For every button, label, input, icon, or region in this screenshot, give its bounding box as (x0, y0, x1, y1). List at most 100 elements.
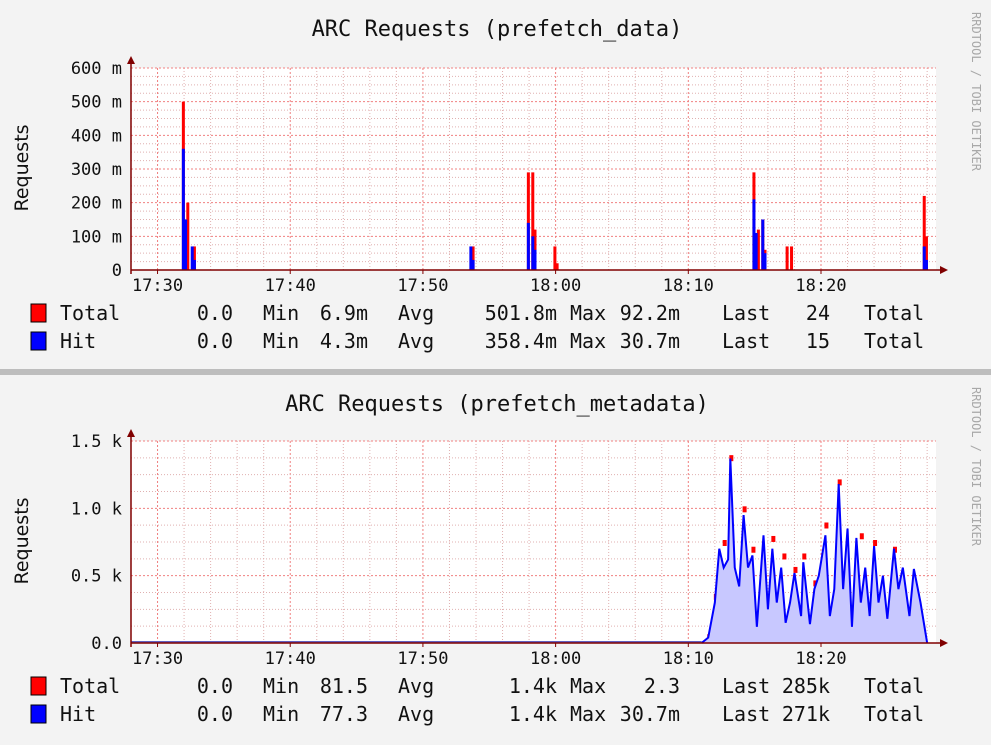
total-swatch (30, 303, 47, 323)
chart-prefetch-data: ARC Requests (prefetch_data) Requests RR… (11, 12, 983, 353)
x-axis-arrow (940, 266, 948, 274)
legend-cell: 271k (782, 702, 830, 726)
y-axis-label: Requests (11, 497, 33, 584)
y-tick-label: 0.0 (91, 634, 122, 654)
total-peak (782, 553, 787, 560)
total-peak (793, 566, 798, 573)
x-tick-label: 17:40 (265, 649, 316, 669)
x-tick-label: 17:40 (265, 276, 316, 296)
total-bar (531, 172, 535, 270)
legend-cell: 1.4k (509, 674, 557, 698)
legend-cell: Max (570, 702, 606, 726)
y-tick-label: 400 m (71, 126, 122, 146)
x-axis-arrow (940, 639, 948, 647)
total-bar (192, 246, 196, 270)
y-tick-label: 600 m (71, 59, 122, 79)
legend-cell: 30.7m (620, 329, 680, 353)
chart-title: ARC Requests (prefetch_metadata) (285, 392, 709, 417)
total-bar (555, 263, 559, 270)
total-peak (837, 479, 842, 486)
hit-bar (192, 259, 196, 270)
legend-cell: 358.4m (485, 329, 557, 353)
hit-bar (526, 222, 530, 270)
y-tick-label: 100 m (71, 227, 122, 247)
total-bar (471, 246, 475, 270)
x-tick-label: 18:00 (530, 276, 581, 296)
hit-area (701, 458, 928, 643)
y-tick-label: 200 m (71, 194, 122, 214)
y-tick-labels: 0.0 0.5 k 1.0 k 1.5 k (71, 432, 122, 654)
legend-cell: Last (722, 674, 770, 698)
legend-cell: 0.0 (197, 702, 233, 726)
axes (127, 429, 948, 647)
y-tick-label: 1.5 k (71, 432, 122, 452)
hit-bar (533, 249, 537, 270)
legend-cell: Avg (398, 329, 434, 353)
hit-bar (181, 148, 185, 270)
legend-cell: 2.3 (644, 674, 680, 698)
legend-cell: 501.8m (485, 301, 557, 325)
axes (127, 56, 948, 274)
total-bar (186, 202, 190, 270)
hit-line (700, 458, 929, 644)
y-tick-label: 1.0 k (71, 499, 122, 519)
legend-cell: Total (60, 674, 120, 698)
x-tick-label: 17:50 (397, 649, 448, 669)
legend-cell: Max (570, 301, 606, 325)
hit-bar (763, 253, 767, 270)
legend-cell: 0.0 (197, 674, 233, 698)
legend-cell: Max (570, 329, 606, 353)
y-axis-arrow (127, 56, 135, 64)
legend-cell: 81.5 (320, 674, 368, 698)
total-peak (859, 533, 864, 540)
legend-cell: 6.9m (320, 301, 368, 325)
legend: Total 0.0 Min 81.5 Avg 1.4k Max 2.3 Last 285k Tota… (30, 674, 924, 726)
legend-cell: Hit (60, 329, 96, 353)
series-layer (181, 101, 928, 271)
x-tick-label: 17:30 (132, 276, 183, 296)
hit-bar (184, 219, 188, 270)
legend-cell: Total (864, 329, 924, 353)
total-peak (873, 540, 878, 546)
x-tick-label: 17:30 (132, 649, 183, 669)
x-tick-labels: 17:30 17:40 17:50 18:00 18:10 18:20 (132, 649, 847, 669)
chart-title: ARC Requests (prefetch_data) (312, 17, 683, 42)
total-peak (722, 540, 727, 546)
hit-bar (924, 259, 928, 270)
total-bar (756, 229, 760, 270)
legend-cell: Last (722, 329, 770, 353)
total-peak (771, 535, 776, 542)
total-bar (526, 172, 530, 270)
legend-cell: 15 (806, 329, 830, 353)
total-bar (553, 246, 557, 270)
total-bar (922, 195, 926, 270)
legend-cell: 0.0 (197, 301, 233, 325)
total-swatch (30, 676, 47, 696)
total-bar (924, 236, 928, 270)
legend-cell: Min (263, 301, 299, 325)
x-tick-label: 17:50 (397, 276, 448, 296)
hit-bar (754, 232, 758, 270)
hit-bar (752, 199, 756, 270)
hit-bar (761, 219, 765, 270)
chart-prefetch-metadata: ARC Requests (prefetch_metadata) Request… (11, 387, 983, 726)
legend-cell: Min (263, 702, 299, 726)
hit-bar (922, 246, 926, 270)
legend-cell: Hit (60, 702, 96, 726)
legend-cell: Total (864, 301, 924, 325)
series-layer (131, 455, 929, 644)
x-tick-labels: 17:30 17:40 17:50 18:00 18:10 18:20 (132, 276, 847, 296)
hit-bar (190, 246, 194, 270)
legend-cell: Avg (398, 301, 434, 325)
legend-cell: 24 (806, 301, 830, 325)
x-tick-label: 18:10 (663, 649, 714, 669)
x-tick-label: 18:20 (795, 276, 846, 296)
hit-bar (469, 246, 473, 270)
rrdtool-credit: RRDTOOL / TOBI OETIKER (969, 12, 983, 172)
hit-bar (531, 236, 535, 270)
legend-cell: 92.2m (620, 301, 680, 325)
legend-cell: Total (864, 674, 924, 698)
total-peak (729, 455, 734, 462)
y-tick-label: 300 m (71, 160, 122, 180)
legend-cell: Total (864, 702, 924, 726)
